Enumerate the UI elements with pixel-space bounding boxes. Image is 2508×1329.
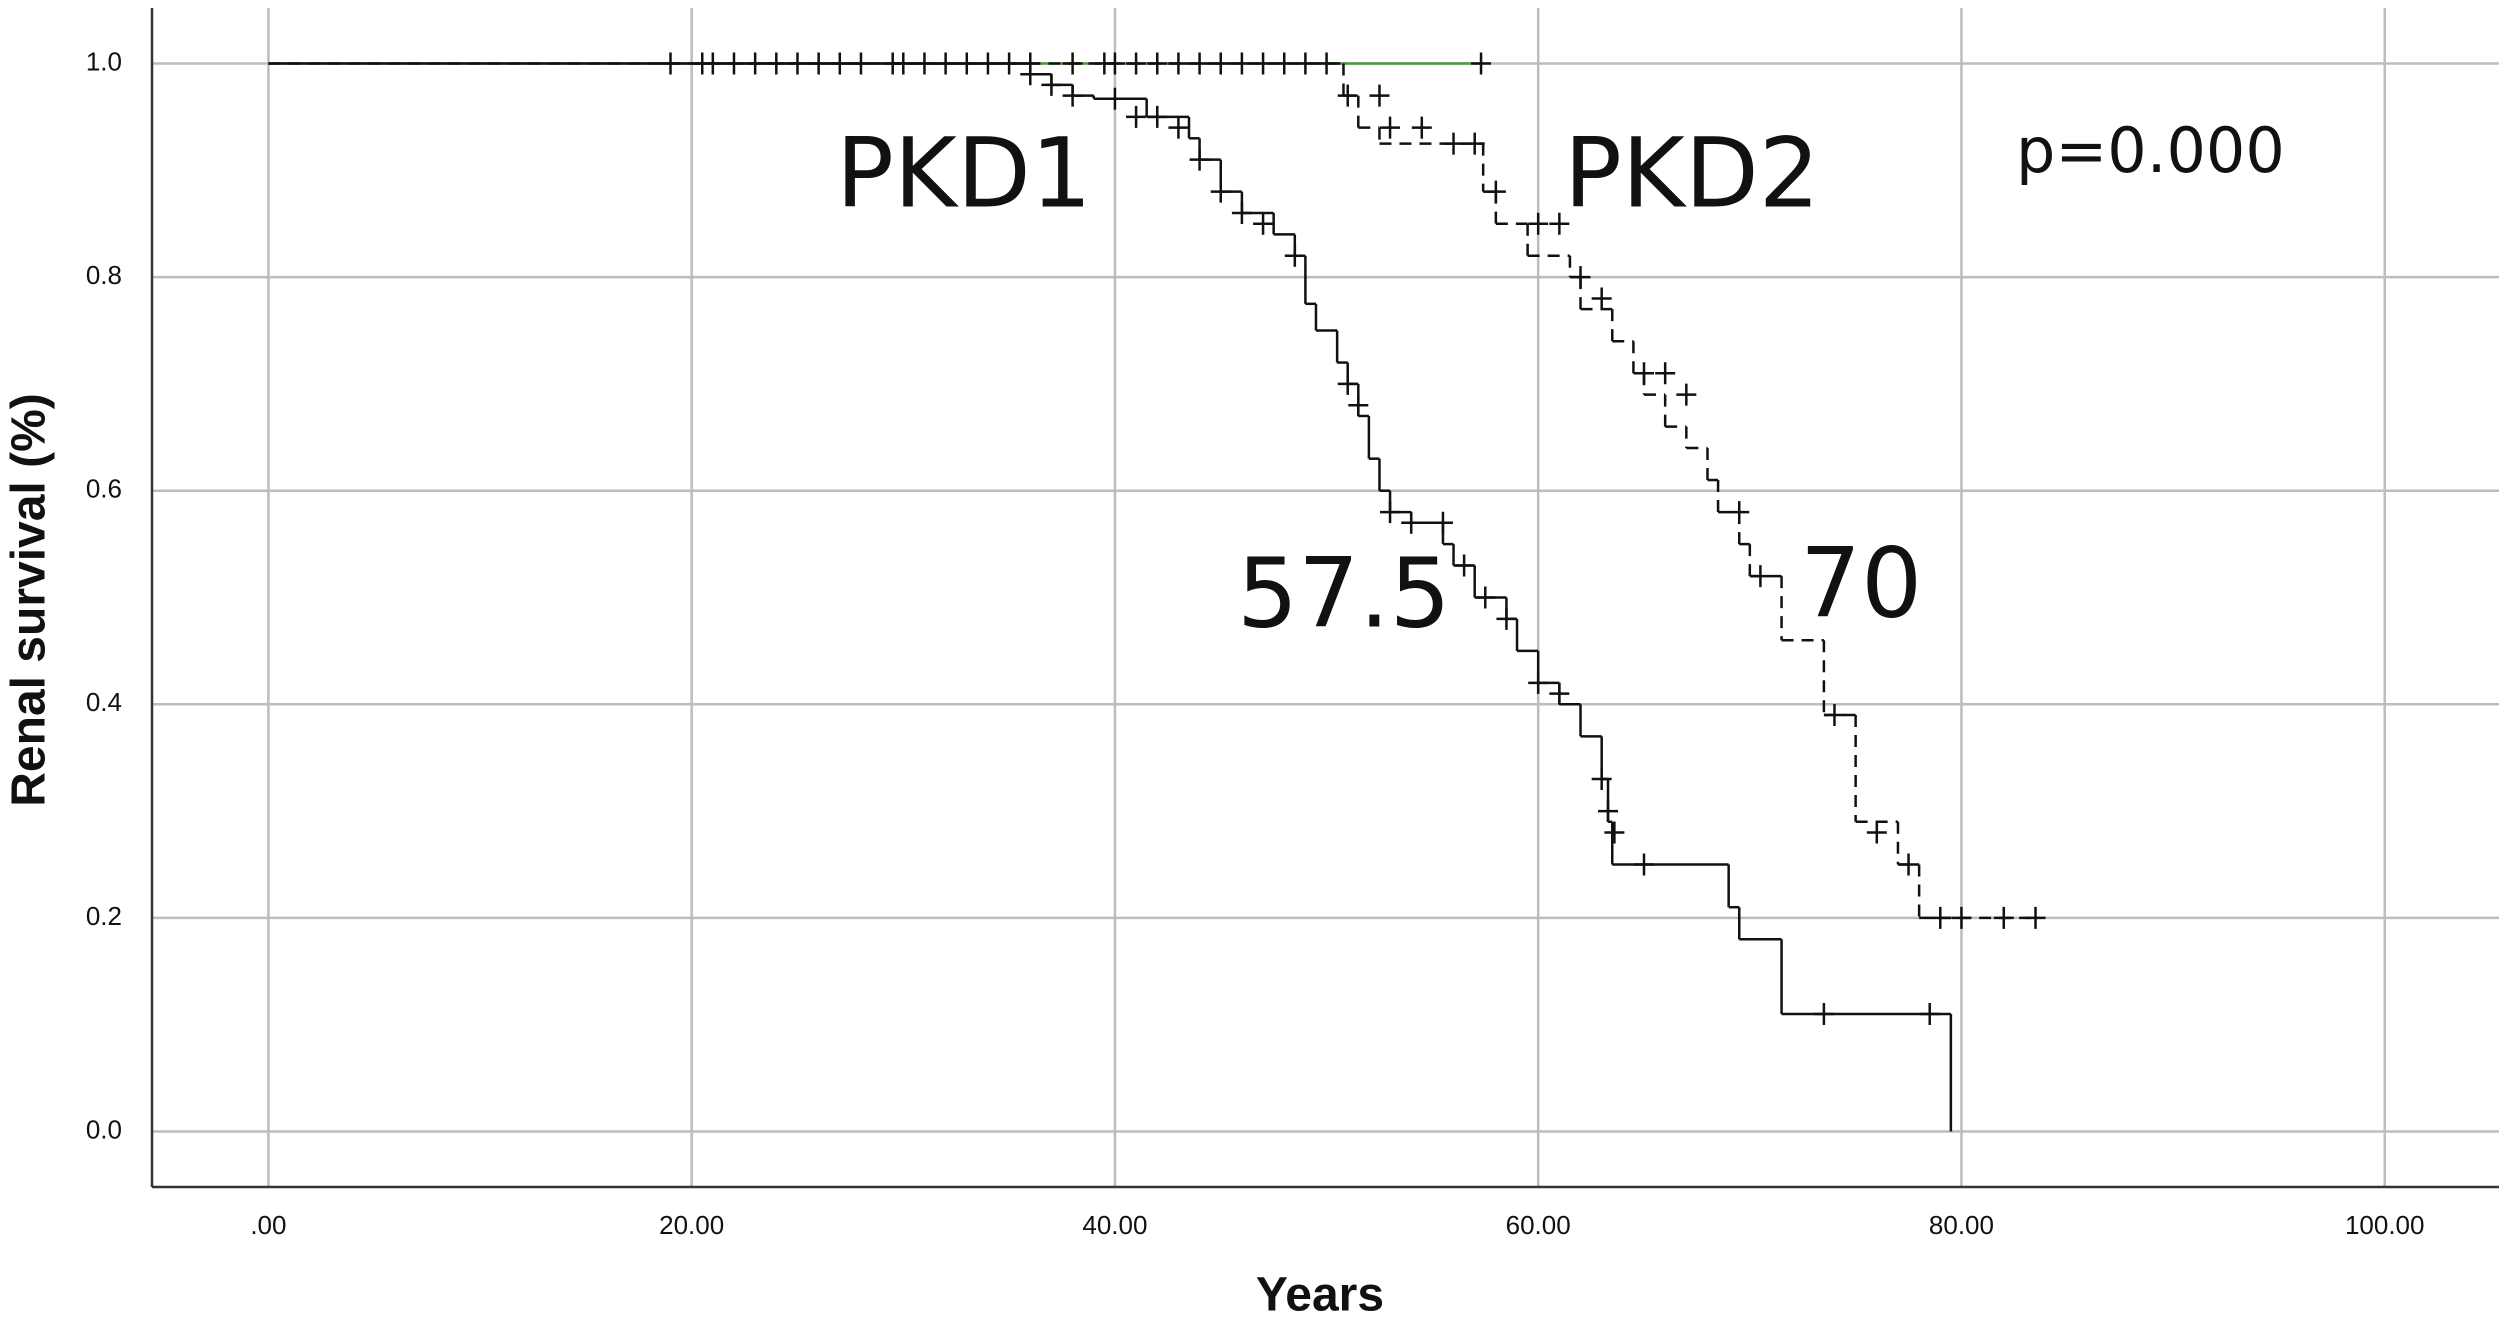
censor-mark [1729,501,1750,524]
censor-mark [1549,212,1570,235]
x-tick-label: .00 [250,1210,286,1240]
censor-mark [1528,212,1549,235]
censor-mark [1126,105,1147,128]
censor-mark [2025,906,2046,929]
censor-mark [1443,132,1464,155]
y-tick-label: 1.0 [86,46,122,76]
censor-mark [1020,63,1041,86]
censor-mark [1337,84,1358,107]
censor-mark [1591,768,1612,791]
y-tick-label: 0.6 [86,474,122,504]
y-tick-label: 0.8 [86,260,122,290]
censor-mark [1919,1002,1940,1025]
censor-mark [1380,116,1401,139]
censor-mark [1604,821,1625,844]
censor-mark [1528,671,1549,694]
x-tick-label: 20.00 [659,1210,724,1240]
censor-mark [1284,244,1305,267]
censor-mark [1598,800,1619,823]
censor-mark [1471,52,1492,75]
censor-mark [1041,73,1062,96]
censor-mark [1189,148,1210,171]
annotation: 70 [1800,527,1922,639]
censor-mark [1337,372,1358,395]
censor-mark [1475,586,1496,609]
censor-mark [1147,105,1168,128]
censor-mark [1930,906,1951,929]
censor-mark [1951,906,1972,929]
censor-mark [1062,84,1083,107]
censor-mark [1454,554,1475,577]
censor-mark [1496,607,1517,630]
censor-mark [1401,511,1422,534]
censor-mark [1750,565,1771,588]
censor-mark [1231,202,1252,225]
annotation: p=0.000 [2016,114,2285,187]
censor-mark [1348,394,1369,417]
censor-mark [1634,362,1655,385]
censor-mark [1813,1002,1834,1025]
censor-mark [1432,511,1453,534]
y-tick-label: 0.2 [86,901,122,931]
censor-mark [1253,212,1274,235]
censor-mark [1591,287,1612,310]
x-tick-label: 100.00 [2345,1210,2425,1240]
y-tick-label: 0.4 [86,687,122,717]
censor-mark [1634,853,1655,876]
x-axis-label: Years [1256,1269,1384,1322]
x-tick-label: 60.00 [1506,1210,1571,1240]
censor-mark [1210,180,1231,203]
censor-mark [1464,132,1485,155]
censor-mark [1104,87,1125,110]
censor-mark [1380,501,1401,524]
censor-mark [1411,116,1432,139]
censor-mark [1824,703,1845,726]
censor-mark [1866,821,1887,844]
x-tick-label: 40.00 [1082,1210,1147,1240]
censor-mark [1549,682,1570,705]
censor-mark [1898,853,1919,876]
censor-mark [1655,362,1676,385]
annotation: PKD2 [1564,117,1820,229]
censor-mark [1570,266,1591,289]
censor-mark [1676,383,1697,406]
x-tick-label: 80.00 [1929,1210,1994,1240]
annotation: PKD1 [836,117,1092,229]
censor-mark [1369,84,1390,107]
annotation: 57.5 [1237,537,1451,649]
censor-mark [1993,906,2014,929]
censor-mark [1485,180,1506,203]
y-tick-label: 0.0 [86,1114,122,1144]
censor-mark [1168,116,1189,139]
y-axis-label: Renal survival (%) [3,393,56,806]
